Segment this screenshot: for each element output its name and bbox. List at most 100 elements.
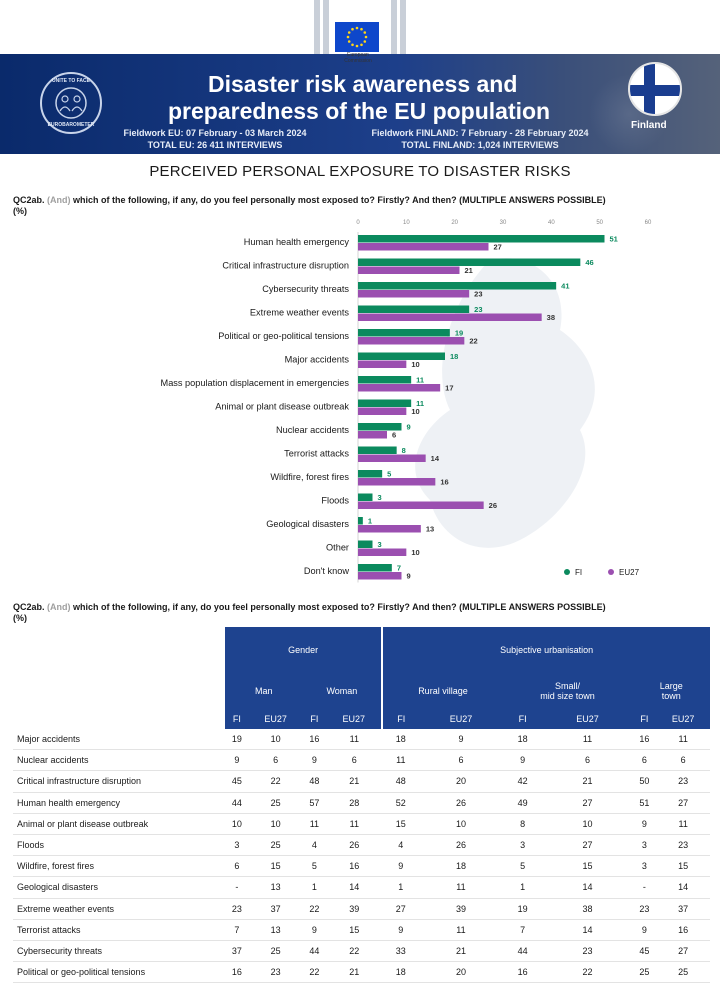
row-label: Major accidents — [13, 729, 225, 751]
table-row: Extreme weather events 23 37 22 39 27 39 19 38 23… — [13, 898, 710, 920]
table-cell: 21 — [542, 770, 633, 793]
table-cell: 15 — [326, 919, 383, 941]
table-cell: 18 — [382, 729, 420, 751]
unite-to-face-badge: UNITE TO FACE EUROBAROMETER — [40, 72, 102, 134]
breakdown-table: Gender Subjective urbanisation Man Woman… — [13, 627, 710, 983]
x-tick-label: 0 — [356, 220, 360, 226]
table-cell: - — [632, 876, 657, 899]
table-cell: 9 — [382, 855, 420, 878]
table-cell: 14 — [542, 919, 633, 941]
table-row: Human health emergency 44 25 57 28 52 26 49 27 51… — [13, 792, 710, 814]
exposure-bar-chart: 0 10 20 30 40 50 60 Human health emergency 51 27 C… — [0, 214, 720, 584]
bar-fi — [358, 564, 392, 572]
category-label: Terrorist attacks — [284, 449, 349, 459]
ec-name-line1: European — [347, 52, 369, 58]
table-cell: 3 — [502, 834, 543, 857]
table-cell: 13 — [248, 919, 303, 941]
table-cell: 11 — [326, 813, 383, 835]
row-label: Critical infrastructure disruption — [13, 770, 225, 793]
table-cell: 15 — [382, 813, 420, 835]
column-fi: FI — [302, 709, 327, 729]
table-cell: 22 — [326, 940, 383, 963]
value-label-eu27: 9 — [407, 572, 411, 581]
value-label-fi: 19 — [455, 329, 463, 338]
bar-fi — [358, 423, 402, 431]
bar-eu27 — [358, 290, 470, 298]
bar-eu27 — [358, 337, 465, 345]
table-cell: 4 — [302, 834, 327, 857]
column-eu27: EU27 — [656, 709, 710, 729]
bar-eu27 — [358, 407, 407, 415]
bar-eu27 — [358, 454, 426, 462]
table-cell: 6 — [419, 749, 503, 772]
value-label-eu27: 26 — [489, 501, 497, 510]
table-cell: 51 — [632, 792, 657, 814]
table-cell: 16 — [225, 961, 249, 983]
value-label-fi: 46 — [585, 258, 593, 267]
table-cell: 6 — [632, 749, 657, 772]
table-cell: 22 — [248, 770, 303, 793]
group-urbanisation: Subjective urbanisation — [381, 627, 710, 673]
fieldwork-eu-total: TOTAL EU: 26 411 INTERVIEWS — [147, 140, 283, 150]
table-cell: 10 — [248, 813, 303, 835]
x-tick-label: 50 — [596, 220, 603, 226]
value-label-fi: 23 — [474, 305, 482, 314]
table-cell: 11 — [382, 749, 420, 772]
bar-fi — [358, 540, 373, 548]
row-label: Terrorist attacks — [13, 919, 225, 941]
table-cell: 16 — [326, 855, 383, 878]
table-cell: 39 — [419, 898, 503, 920]
table-cell: 23 — [632, 898, 657, 920]
table-cell: 23 — [656, 770, 710, 793]
category-label: Nuclear accidents — [276, 425, 349, 435]
table-cell: 10 — [419, 813, 503, 835]
table-cell: 21 — [326, 961, 383, 983]
table-cell: 45 — [225, 770, 249, 793]
table-cell: 26 — [419, 834, 503, 857]
badge-top-text: UNITE TO FACE — [52, 78, 90, 84]
table-row: Geological disasters -13 1 14 1 11 1 14-14 — [13, 876, 710, 899]
table-cell: 18 — [419, 855, 503, 878]
table-cell: 7 — [225, 919, 249, 941]
table-cell: 3 — [632, 855, 657, 878]
table-row: Cybersecurity threats 37 25 44 22 33 21 44 23 45 2… — [13, 940, 710, 963]
table-cell: 9 — [419, 729, 503, 751]
value-label-fi: 9 — [407, 423, 411, 432]
sub-woman: Woman — [302, 673, 383, 709]
table-cell: 57 — [302, 792, 327, 814]
table-cell: 4 — [382, 834, 420, 857]
question-text: QC2ab. (And) which of the following, if … — [13, 195, 673, 217]
european-commission-logo — [312, 0, 408, 54]
table-cell: 44 — [302, 940, 327, 963]
sub-small-line2: mid size town — [540, 691, 595, 701]
table-cell: 20 — [419, 961, 503, 983]
column-fi: FI — [225, 709, 249, 729]
value-label-eu27: 6 — [392, 431, 396, 440]
value-label-eu27: 14 — [431, 454, 440, 463]
value-label-eu27: 10 — [411, 407, 419, 416]
table-cell: 3 — [632, 834, 657, 857]
table-cell: 25 — [248, 940, 303, 963]
country-label: Finland — [631, 120, 667, 131]
table-cell: 18 — [502, 729, 543, 751]
column-fi: FI — [381, 709, 420, 729]
table-cell: 15 — [248, 855, 303, 878]
legend-eu27: EU27 — [619, 568, 640, 577]
eu-flag-icon — [335, 22, 379, 52]
value-label-fi: 18 — [450, 352, 458, 361]
table-cell: 25 — [248, 834, 303, 857]
table-cell: 23 — [225, 898, 249, 920]
category-label: Cybersecurity threats — [262, 284, 349, 294]
badge-bottom-text: EUROBAROMETER — [47, 122, 95, 128]
table-cell: 16 — [502, 961, 543, 983]
table-cell: 26 — [326, 834, 383, 857]
row-label: Cybersecurity threats — [13, 940, 225, 963]
table-cell: 49 — [502, 792, 543, 814]
fieldwork-eu: Fieldwork EU: 07 February - 03 March 202… — [100, 127, 330, 151]
group-gender: Gender — [225, 627, 383, 673]
table-cell: 22 — [542, 961, 633, 983]
value-label-fi: 1 — [368, 517, 372, 526]
row-label: Political or geo-political tensions — [13, 961, 225, 983]
table-cell: 27 — [542, 792, 633, 814]
value-label-eu27: 27 — [494, 243, 502, 252]
